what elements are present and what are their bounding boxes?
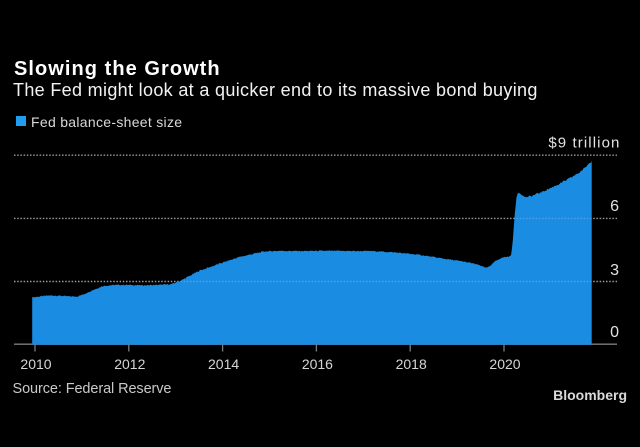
svg-text:2020: 2020 [489, 356, 520, 372]
svg-text:2014: 2014 [208, 356, 239, 372]
svg-text:2016: 2016 [302, 356, 333, 372]
svg-text:3: 3 [610, 262, 619, 279]
svg-text:2012: 2012 [114, 356, 145, 372]
svg-text:2010: 2010 [20, 356, 51, 372]
svg-text:2018: 2018 [396, 356, 427, 372]
svg-text:6: 6 [610, 198, 619, 215]
svg-text:$9 trillion: $9 trillion [548, 135, 620, 152]
svg-text:0: 0 [610, 324, 619, 341]
